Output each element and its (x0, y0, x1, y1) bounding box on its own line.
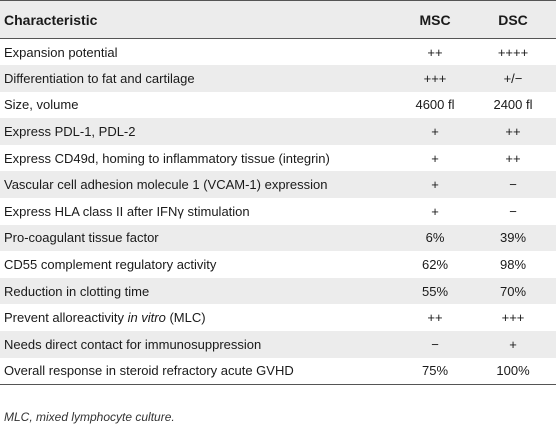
cell-dsc: − (470, 171, 556, 199)
cell-characteristic-suffix: (MLC) (165, 310, 206, 326)
cell-msc: + (431, 203, 439, 219)
table-row: Size, volume 4600 fl 2400 fl (0, 92, 556, 119)
cell-msc: 55% (400, 277, 470, 305)
cell-characteristic: Reduction in clotting time (0, 277, 400, 305)
header-dsc: DSC (470, 0, 556, 39)
cell-msc: + (400, 171, 470, 199)
cell-msc: +++ (400, 65, 470, 92)
cell-characteristic: Overall response in steroid refractory a… (0, 357, 400, 385)
cell-msc: ++ (427, 310, 443, 326)
header-characteristic: Characteristic (0, 0, 400, 39)
cell-dsc: ++ (470, 118, 556, 145)
table-row: Express PDL-1, PDL-2 + ++ (0, 118, 556, 145)
cell-msc: 75% (400, 357, 470, 385)
cell-dsc: ++ (505, 150, 521, 166)
cell-characteristic: Express PDL-1, PDL-2 (0, 118, 400, 145)
table-footnote: MLC, mixed lymphocyte culture. (4, 410, 175, 424)
table-header-row: Characteristic MSC DSC (0, 0, 556, 39)
cell-characteristic-italic: in vitro (127, 310, 166, 326)
header-msc: MSC (400, 0, 470, 39)
table-row: Needs direct contact for immunosuppressi… (0, 331, 556, 358)
table-row: Expansion potential ++ ++++ (0, 39, 556, 66)
cell-dsc: 100% (470, 357, 556, 385)
table-row: Prevent alloreactivity in vitro (MLC) ++… (0, 304, 556, 331)
table-row: Reduction in clotting time 55% 70% (0, 277, 556, 305)
cell-characteristic: Express CD49d, homing to inflammatory ti… (4, 150, 330, 166)
table-row: Vascular cell adhesion molecule 1 (VCAM-… (0, 171, 556, 199)
table-row: Express CD49d, homing to inflammatory ti… (0, 145, 556, 172)
cell-msc: ++ (427, 44, 443, 60)
cell-dsc: + (470, 331, 556, 358)
cell-msc: + (400, 118, 470, 145)
cell-characteristic-prefix: Prevent alloreactivity (4, 310, 128, 326)
cell-characteristic: Expansion potential (4, 44, 118, 60)
cell-msc: 62% (421, 257, 449, 273)
cell-dsc: 70% (470, 277, 556, 305)
cell-msc: 4600 fl (415, 97, 455, 113)
cell-characteristic: Needs direct contact for immunosuppressi… (0, 331, 400, 358)
cell-msc: + (431, 150, 439, 166)
cell-dsc: +++ (501, 310, 525, 326)
table-row: CD55 complement regulatory activity 62% … (0, 251, 556, 278)
cell-dsc: 39% (470, 224, 556, 252)
cell-msc: 6% (400, 224, 470, 252)
cell-characteristic: Express HLA class II after IFNγ stimulat… (4, 203, 250, 219)
cell-dsc: ++++ (497, 44, 529, 60)
cell-characteristic: Size, volume (4, 97, 79, 113)
cell-dsc: +/− (470, 65, 556, 92)
cell-characteristic: Differentiation to fat and cartilage (0, 65, 400, 92)
table-row: Express HLA class II after IFNγ stimulat… (0, 198, 556, 225)
comparison-table: Characteristic MSC DSC Expansion potenti… (0, 0, 556, 385)
cell-dsc: − (509, 203, 517, 219)
cell-characteristic: CD55 complement regulatory activity (4, 257, 217, 273)
table-row: Pro-coagulant tissue factor 6% 39% (0, 224, 556, 252)
cell-msc: − (400, 331, 470, 358)
cell-characteristic: Vascular cell adhesion molecule 1 (VCAM-… (0, 171, 400, 199)
table-row: Differentiation to fat and cartilage +++… (0, 65, 556, 92)
cell-dsc: 2400 fl (493, 97, 533, 113)
cell-dsc: 98% (499, 257, 527, 273)
table-row: Overall response in steroid refractory a… (0, 357, 556, 385)
cell-characteristic: Prevent alloreactivity in vitro (MLC) (0, 304, 400, 331)
cell-characteristic: Pro-coagulant tissue factor (0, 224, 400, 252)
